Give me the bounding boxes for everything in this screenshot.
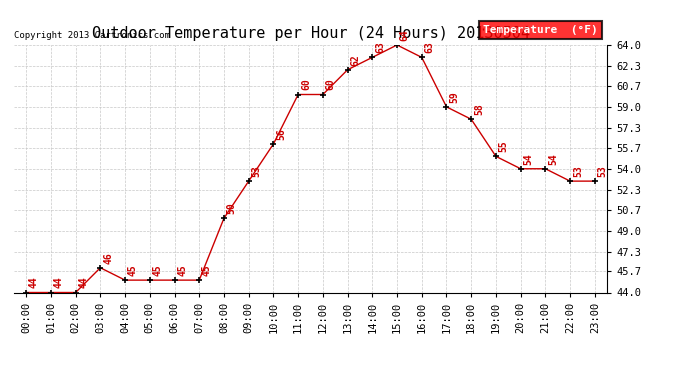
Legend: Temperature  (°F): Temperature (°F) bbox=[479, 21, 602, 39]
Text: 53: 53 bbox=[251, 165, 262, 177]
Text: 53: 53 bbox=[598, 165, 608, 177]
Text: 45: 45 bbox=[177, 264, 187, 276]
Text: 44: 44 bbox=[29, 277, 39, 288]
Text: 56: 56 bbox=[276, 128, 286, 140]
Text: 63: 63 bbox=[424, 42, 435, 53]
Text: 45: 45 bbox=[152, 264, 163, 276]
Title: Outdoor Temperature per Hour (24 Hours) 20130504: Outdoor Temperature per Hour (24 Hours) … bbox=[92, 26, 529, 41]
Text: 50: 50 bbox=[227, 202, 237, 214]
Text: 54: 54 bbox=[548, 153, 558, 165]
Text: 44: 44 bbox=[79, 277, 88, 288]
Text: 53: 53 bbox=[573, 165, 583, 177]
Text: 58: 58 bbox=[474, 104, 484, 115]
Text: 59: 59 bbox=[449, 91, 460, 103]
Text: 64: 64 bbox=[400, 29, 410, 41]
Text: 63: 63 bbox=[375, 42, 385, 53]
Text: Copyright 2013 Cartronics.com: Copyright 2013 Cartronics.com bbox=[14, 31, 170, 40]
Text: 44: 44 bbox=[54, 277, 63, 288]
Text: 54: 54 bbox=[524, 153, 533, 165]
Text: 55: 55 bbox=[499, 141, 509, 152]
Text: 45: 45 bbox=[202, 264, 212, 276]
Text: 46: 46 bbox=[103, 252, 113, 264]
Text: 60: 60 bbox=[301, 79, 311, 90]
Text: 62: 62 bbox=[351, 54, 360, 66]
Text: 60: 60 bbox=[326, 79, 335, 90]
Text: 45: 45 bbox=[128, 264, 138, 276]
